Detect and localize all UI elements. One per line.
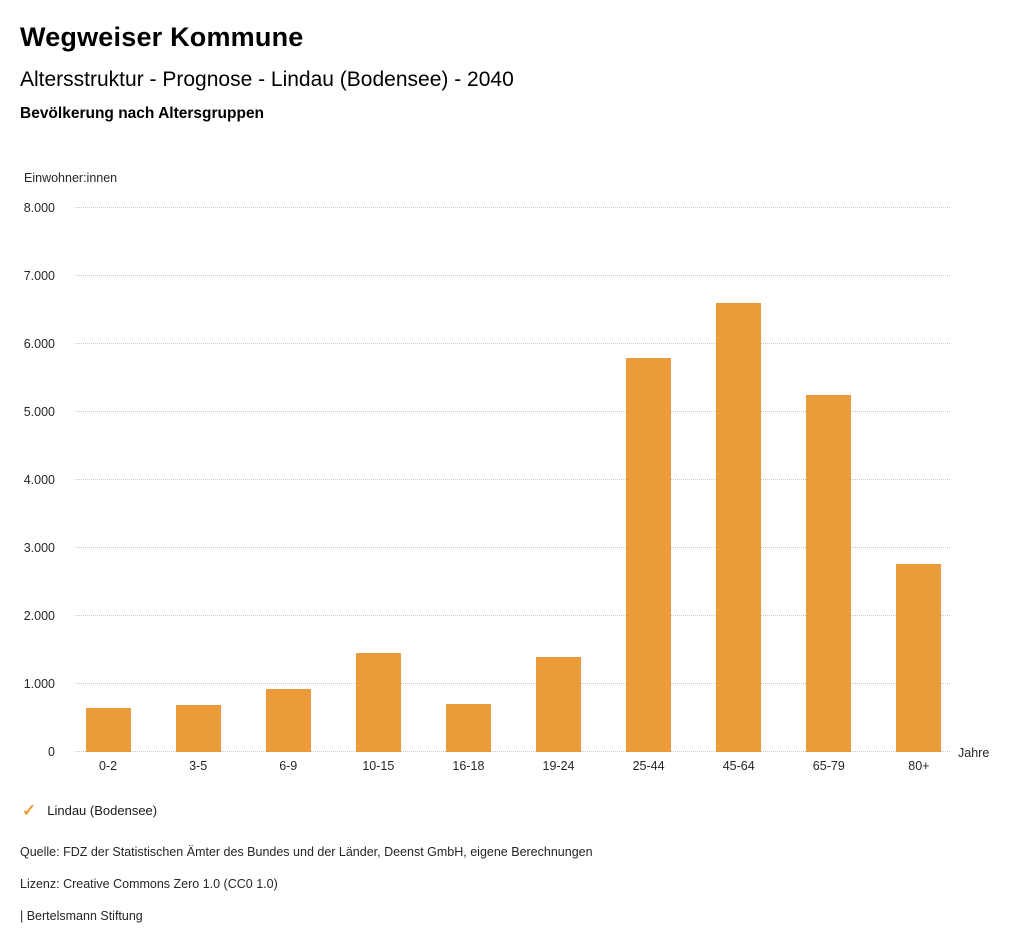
x-axis-labels: 0-2 3-5 6-9 10-15 16-18 19-24 25-44 45-64 65-79 8… bbox=[63, 759, 964, 773]
x-tick-label: 0-2 bbox=[99, 759, 118, 773]
x-axis-unit-label: Jahre bbox=[958, 746, 990, 760]
check-icon: ✓ bbox=[22, 801, 37, 820]
y-tick-label: 3.000 bbox=[23, 541, 55, 555]
bar-45-64 bbox=[716, 302, 762, 752]
bar-80+ bbox=[896, 563, 942, 752]
brand-title: Wegweiser Kommune bbox=[20, 22, 304, 52]
gridline: 2.000 bbox=[24, 609, 950, 623]
gridline: 6.000 bbox=[24, 337, 950, 351]
x-tick-label: 65-79 bbox=[812, 759, 845, 773]
plot-area: 0 1.000 2.000 3.000 4.000 5.000 6.000 7.000 8.00… bbox=[24, 201, 990, 760]
bar-65-79 bbox=[806, 395, 852, 752]
y-tick-label: 5.000 bbox=[23, 405, 55, 419]
bar-16-18 bbox=[445, 703, 491, 752]
bar-slot bbox=[333, 208, 423, 752]
attribution-text: | Bertelsmann Stiftung bbox=[20, 909, 143, 923]
gridline: 8.000 bbox=[24, 201, 950, 215]
wegweiser-kommune-report: Wegweiser Kommune Altersstruktur - Progn… bbox=[20, 22, 1004, 923]
bar-slot bbox=[784, 208, 874, 752]
gridline: 0 bbox=[48, 745, 950, 759]
y-tick-label: 7.000 bbox=[23, 269, 55, 283]
x-tick-label: 25-44 bbox=[632, 759, 665, 773]
license-text: Lizenz: Creative Commons Zero 1.0 (CC0 1… bbox=[20, 877, 278, 891]
bar-10-15 bbox=[355, 653, 401, 752]
gridline: 1.000 bbox=[24, 677, 950, 691]
bar-25-44 bbox=[626, 357, 672, 752]
report-footer: Quelle: FDZ der Statistischen Ämter des … bbox=[20, 845, 1004, 923]
y-tick-label: 8.000 bbox=[23, 201, 55, 215]
y-tick-label: 4.000 bbox=[23, 473, 55, 487]
bar-slot bbox=[243, 208, 333, 752]
source-text: Quelle: FDZ der Statistischen Ämter des … bbox=[20, 845, 593, 859]
y-axis-title: Einwohner:innen bbox=[24, 171, 118, 185]
y-tick-label: 2.000 bbox=[23, 609, 55, 623]
y-tick-label: 6.000 bbox=[23, 337, 55, 351]
gridline: 5.000 bbox=[24, 405, 950, 419]
report-header: Wegweiser Kommune Altersstruktur - Progn… bbox=[20, 22, 1004, 123]
gridline: 3.000 bbox=[24, 541, 950, 555]
bar-slot bbox=[153, 208, 243, 752]
bar-6-9 bbox=[265, 689, 311, 752]
gridline: 7.000 bbox=[24, 269, 950, 283]
bar-slot bbox=[63, 208, 153, 752]
x-tick-label: 19-24 bbox=[542, 759, 575, 773]
y-tick-label: 1.000 bbox=[23, 677, 55, 691]
bar-slot bbox=[513, 208, 603, 752]
page-title: Altersstruktur - Prognose - Lindau (Bode… bbox=[20, 68, 514, 91]
y-tick-label: 0 bbox=[48, 745, 55, 759]
chart-subtitle: Bevölkerung nach Altersgruppen bbox=[20, 105, 265, 122]
bar-19-24 bbox=[536, 657, 582, 752]
gridline: 4.000 bbox=[24, 473, 950, 487]
bar-0-2 bbox=[85, 707, 131, 752]
x-tick-label: 6-9 bbox=[279, 759, 298, 773]
bar-3-5 bbox=[175, 705, 221, 752]
x-tick-label: 3-5 bbox=[189, 759, 208, 773]
x-tick-label: 16-18 bbox=[452, 759, 485, 773]
bar-slot bbox=[604, 208, 694, 752]
x-tick-label: 80+ bbox=[908, 759, 930, 773]
legend-series-label[interactable]: Lindau (Bodensee) bbox=[47, 803, 158, 818]
chart-legend: ✓ Lindau (Bodensee) bbox=[22, 802, 1004, 819]
bar-slot bbox=[874, 208, 964, 752]
x-tick-label: 10-15 bbox=[362, 759, 395, 773]
bar-slot bbox=[694, 208, 784, 752]
bars-row bbox=[63, 208, 964, 752]
bar-chart: Einwohner:innen 0 1.000 2.000 3.000 4.000 5.0… bbox=[20, 171, 1004, 773]
x-tick-label: 45-64 bbox=[722, 759, 755, 773]
bar-slot bbox=[423, 208, 513, 752]
